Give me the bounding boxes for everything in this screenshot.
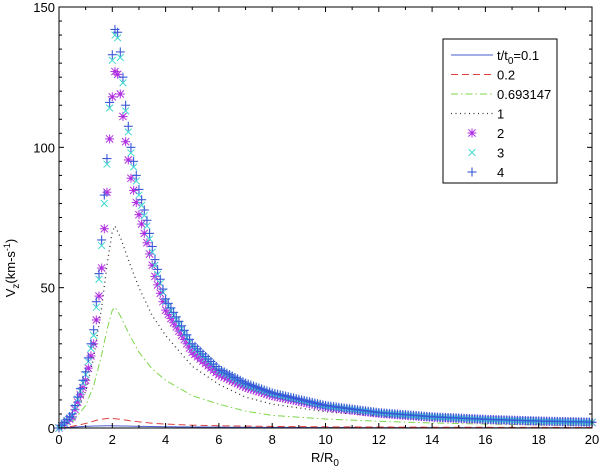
x-tick-label: 12: [372, 432, 386, 447]
x-tick-label: 20: [585, 432, 599, 447]
y-tick-label: 50: [41, 281, 55, 296]
y-tick-label: 0: [48, 421, 55, 436]
legend-item: 0.2: [451, 68, 515, 83]
x-tick-label: 4: [162, 432, 169, 447]
legend-item: 3: [468, 146, 504, 161]
x-tick-label: 8: [269, 432, 276, 447]
legend-label: 0.2: [497, 68, 515, 83]
legend-label: 2: [497, 126, 504, 141]
legend-label: 3: [497, 146, 504, 161]
x-tick-label: 16: [478, 432, 492, 447]
plot-area: [54, 24, 597, 433]
x-tick-label: 14: [425, 432, 439, 447]
y-axis-label: Vz(km-s-1): [2, 239, 22, 298]
series-4: [54, 24, 597, 433]
legend-label: t/t0=0.1: [497, 48, 539, 67]
y-tick-label: 150: [33, 0, 55, 15]
axis-labels: R/R0 Vz(km-s-1): [2, 239, 339, 469]
series-0_693147: [58, 306, 593, 429]
legend-label: 4: [497, 165, 504, 180]
legend-item: t/t0=0.1: [451, 48, 539, 67]
x-tick-label: 2: [109, 432, 116, 447]
y-tick-label: 100: [33, 140, 55, 155]
x-tick-label: 10: [318, 432, 332, 447]
legend-item: 2: [467, 126, 504, 141]
legend-item: 0.693147: [451, 87, 551, 102]
x-tick-label: 18: [531, 432, 545, 447]
series-1: [58, 224, 593, 429]
legend-label: 0.693147: [497, 87, 551, 102]
legend-item: 1: [451, 107, 504, 122]
x-tick-label: 0: [55, 432, 62, 447]
legend-label: 1: [497, 107, 504, 122]
legend: t/t0=0.10.2 0.693147 1 2 3 4: [442, 38, 558, 184]
x-axis-label: R/R0: [311, 450, 339, 469]
legend-item: 4: [467, 165, 504, 180]
x-tick-label: 6: [215, 432, 222, 447]
legend-box: [442, 38, 558, 184]
